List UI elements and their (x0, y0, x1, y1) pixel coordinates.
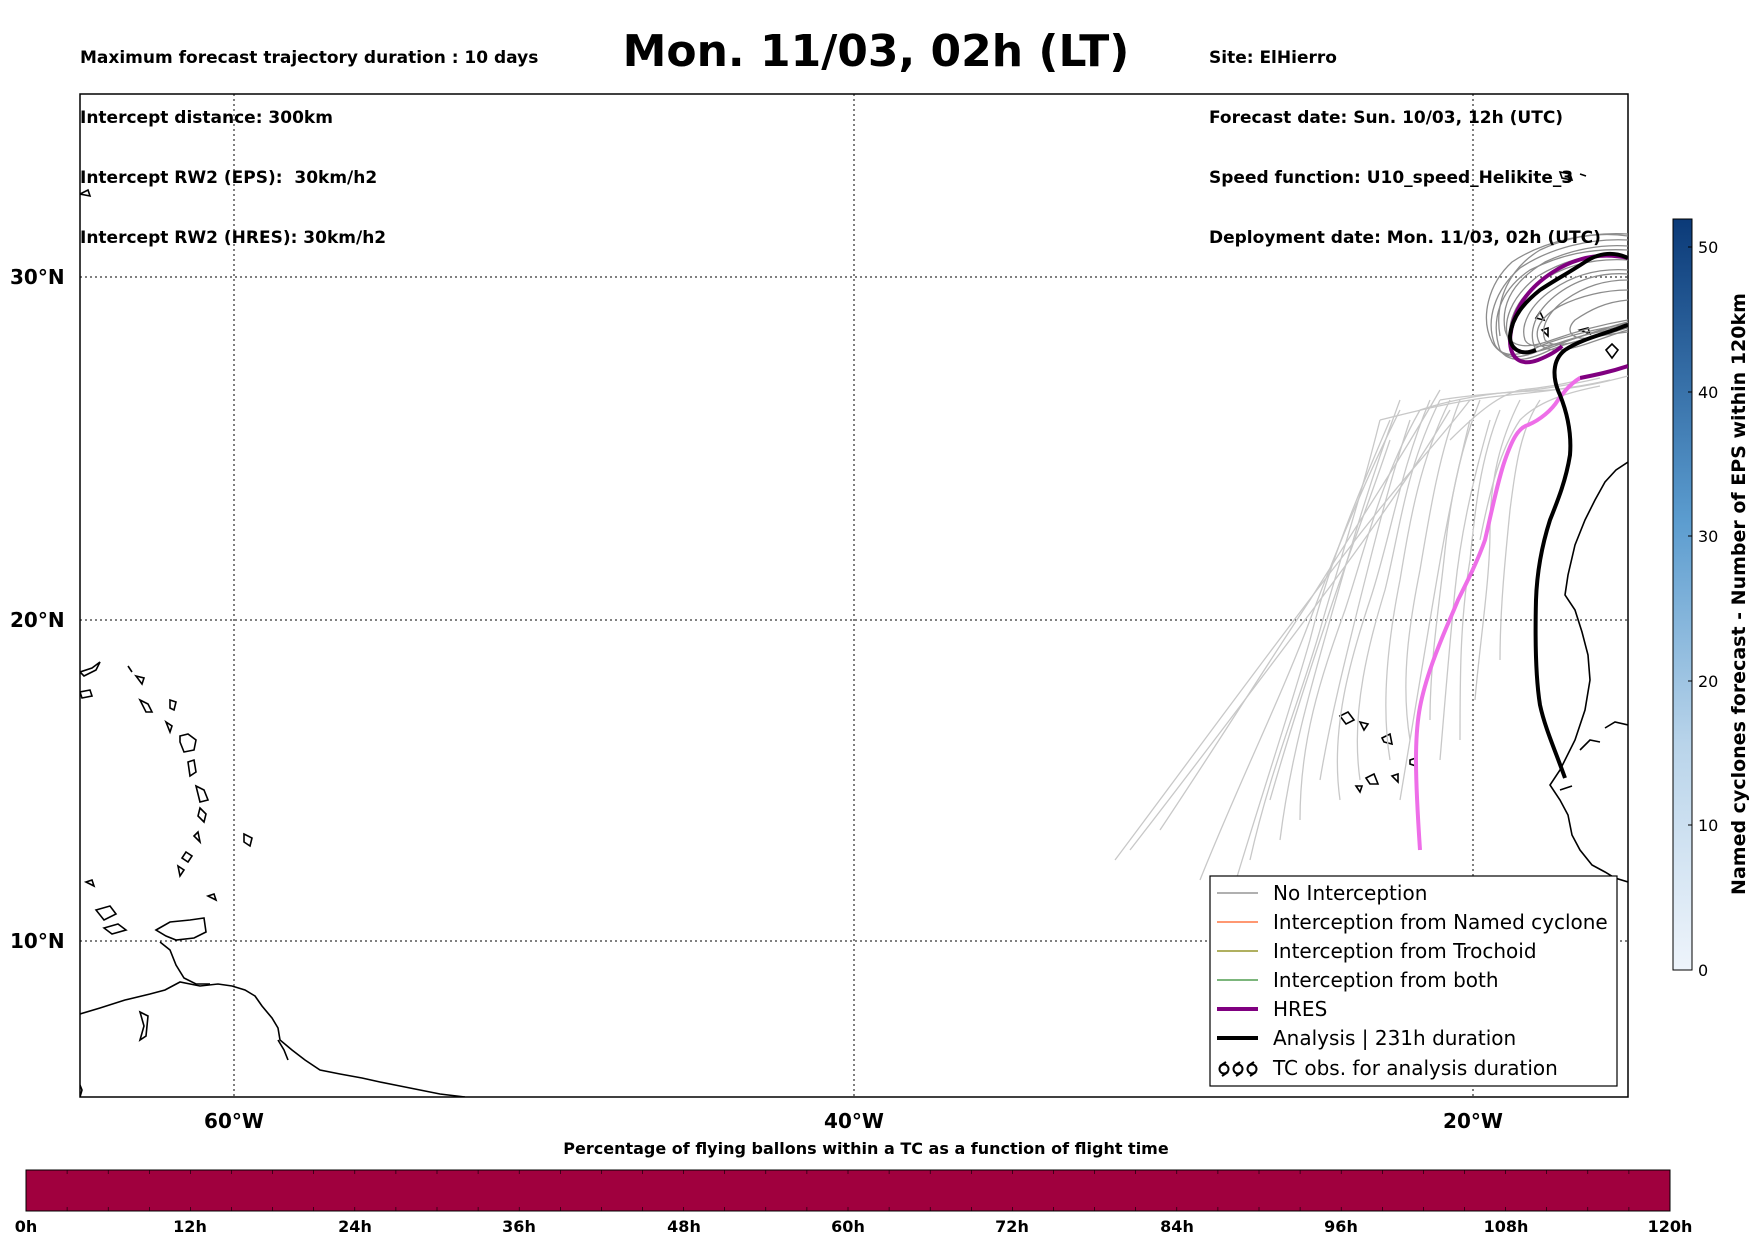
lat-label-20n: 20°N (10, 608, 65, 632)
bottom-tick-120h: 120h (1648, 1217, 1693, 1236)
legend-label-no-interception: No Interception (1273, 881, 1427, 905)
colorbar-tick-50: 50 (1698, 238, 1718, 257)
header-right-line-deployment-date: Deployment date: Mon. 11/03, 02h (UTC) (1209, 228, 1601, 248)
bottom-tick-12h: 12h (173, 1217, 207, 1236)
lon-label-60w: 60°W (204, 1109, 264, 1133)
header-left-line-distance: Intercept distance: 300km (80, 108, 333, 128)
legend-label-analysis: Analysis | 231h duration (1273, 1026, 1516, 1050)
header-left: Maximum forecast trajectory duration : 1… (80, 8, 538, 268)
bottom-bar-minor-ticks (66, 1170, 1630, 1211)
colorbar-tick-marks (1688, 246, 1692, 971)
colorbar-tick-10: 10 (1698, 816, 1718, 835)
cyclone-symbol-icon (1218, 1061, 1258, 1077)
header-left-line-rw2-eps: Intercept RW2 (EPS): 30km/h2 (80, 168, 378, 188)
bottom-bar-title: Percentage of flying ballons within a TC… (563, 1139, 1169, 1158)
colorbar-gradient (1672, 218, 1693, 971)
colorbar: 0 10 20 30 40 50 Named cyclones forecast… (1672, 218, 1750, 980)
eps-trajectories (1114, 375, 1628, 901)
bottom-tick-108h: 108h (1484, 1217, 1529, 1236)
bottom-bar: Percentage of flying ballons within a TC… (15, 1139, 1693, 1236)
bottom-tick-0h: 0h (15, 1217, 38, 1236)
lat-label-30n: 30°N (10, 265, 65, 289)
colorbar-label: Named cyclones forecast - Number of EPS … (1728, 293, 1750, 895)
colorbar-tick-20: 20 (1698, 672, 1718, 691)
page-title: Mon. 11/03, 02h (LT) (622, 26, 1130, 77)
header-right-line-forecast-date: Forecast date: Sun. 10/03, 12h (UTC) (1209, 108, 1564, 128)
colorbar-tick-0: 0 (1698, 961, 1708, 980)
lon-label-40w: 40°W (824, 1109, 884, 1133)
bottom-tick-36h: 36h (502, 1217, 536, 1236)
header-right: Site: ElHierro Forecast date: Sun. 10/03… (1209, 8, 1601, 268)
bottom-tick-96h: 96h (1324, 1217, 1358, 1236)
legend-label-tc-obs: TC obs. for analysis duration (1272, 1056, 1558, 1080)
legend-label-trochoid: Interception from Trochoid (1273, 939, 1537, 963)
legend: No Interception Interception from Named … (1209, 875, 1618, 1087)
bottom-tick-72h: 72h (995, 1217, 1029, 1236)
header-right-line-site: Site: ElHierro (1209, 48, 1337, 68)
header-left-line-duration: Maximum forecast trajectory duration : 1… (80, 48, 539, 68)
legend-label-both: Interception from both (1273, 968, 1499, 992)
bottom-tick-60h: 60h (831, 1217, 865, 1236)
legend-label-named-cyclone: Interception from Named cyclone (1273, 910, 1608, 934)
analysis-track-top (1507, 251, 1628, 355)
colorbar-tick-40: 40 (1698, 383, 1718, 402)
coastlines (80, 170, 1628, 1097)
lat-label-10n: 10°N (10, 929, 65, 953)
header-right-line-speed-function: Speed function: U10_speed_Helikite_3 (1209, 168, 1574, 188)
bottom-tick-84h: 84h (1160, 1217, 1194, 1236)
colorbar-tick-30: 30 (1698, 527, 1718, 546)
bottom-tick-24h: 24h (338, 1217, 372, 1236)
analysis-track (1533, 323, 1628, 779)
lon-label-20w: 20°W (1443, 1109, 1503, 1133)
header-left-line-rw2-hres: Intercept RW2 (HRES): 30km/h2 (80, 228, 387, 248)
hres-track-purple (1579, 364, 1628, 380)
bottom-tick-48h: 48h (667, 1217, 701, 1236)
bottom-bar-fill (25, 1169, 1671, 1212)
legend-label-hres: HRES (1273, 997, 1327, 1021)
hres-track (1413, 376, 1582, 851)
legend-box (1209, 875, 1618, 1087)
